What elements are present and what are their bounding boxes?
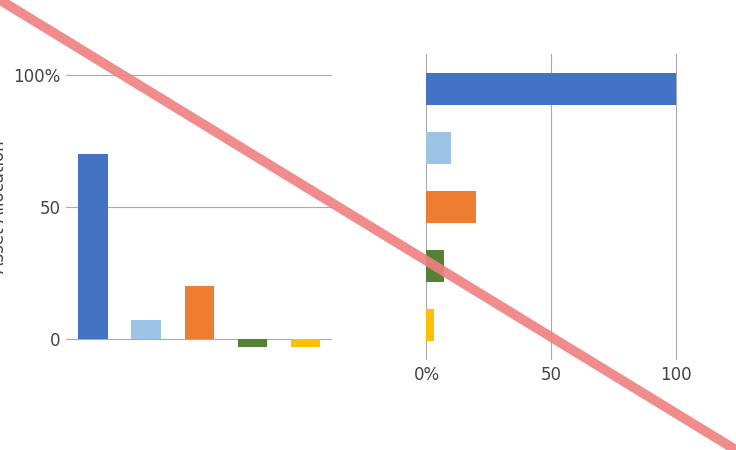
- Bar: [426, 73, 676, 105]
- Bar: [426, 132, 451, 164]
- Bar: [132, 320, 160, 339]
- Bar: [291, 339, 320, 347]
- Bar: [426, 250, 444, 282]
- Bar: [78, 154, 107, 339]
- Bar: [426, 309, 434, 341]
- Bar: [185, 286, 213, 339]
- Bar: [426, 191, 476, 223]
- Bar: [238, 339, 267, 347]
- Y-axis label: Asset Allocation: Asset Allocation: [0, 141, 8, 273]
